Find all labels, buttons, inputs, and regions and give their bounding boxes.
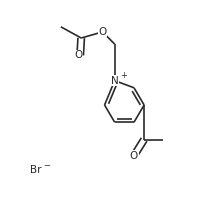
Text: O: O [74, 50, 82, 60]
Text: Br: Br [30, 165, 41, 175]
Text: O: O [98, 27, 106, 37]
Text: +: + [119, 71, 126, 80]
Text: −: − [43, 161, 50, 170]
Text: N: N [110, 76, 118, 86]
Text: O: O [129, 151, 137, 161]
